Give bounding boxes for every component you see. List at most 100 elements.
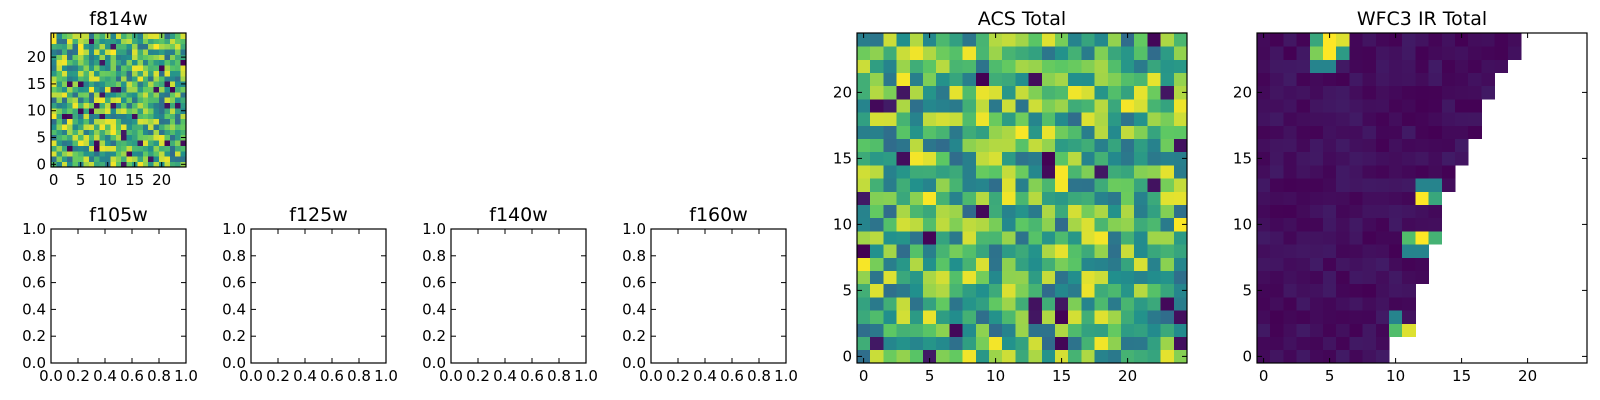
heatmap-cell	[896, 270, 911, 285]
heatmap-cell	[56, 70, 63, 77]
heatmap-cell	[1270, 125, 1284, 139]
heatmap-cell	[61, 134, 68, 141]
heatmap-cell	[56, 49, 63, 55]
heatmap-cell	[896, 138, 911, 153]
heatmap-cell	[164, 33, 171, 39]
heatmap-cell	[51, 113, 57, 120]
heatmap-cell	[1309, 72, 1324, 87]
heatmap-cell	[1323, 323, 1337, 337]
heatmap-cell	[56, 75, 63, 82]
y-tick-label: 10	[27, 102, 46, 120]
heatmap-cell	[1349, 151, 1363, 166]
heatmap-cell	[56, 134, 63, 141]
heatmap-cell	[1309, 191, 1324, 205]
heatmap-cell	[909, 204, 924, 219]
heatmap-cell	[1173, 323, 1188, 337]
heatmap-cell	[1055, 59, 1069, 73]
heatmap-cell	[1068, 297, 1082, 311]
axes-frame-wfc3_ir_total	[1256, 32, 1588, 364]
heatmap-cell	[1402, 99, 1416, 113]
heatmap-cell	[105, 124, 111, 130]
heatmap-cell	[110, 81, 117, 87]
heatmap-cell	[975, 72, 990, 87]
heatmap-cell	[962, 191, 977, 205]
heatmap-cell	[72, 54, 79, 61]
heatmap-cell	[61, 43, 68, 50]
heatmap-cell	[1455, 99, 1469, 113]
heatmap-cell	[175, 145, 181, 152]
heatmap-cell	[1160, 191, 1175, 205]
heatmap-cell	[94, 118, 100, 125]
heatmap-cell	[1015, 151, 1029, 166]
heatmap-cell	[1309, 217, 1324, 232]
heatmap-cell	[159, 75, 165, 82]
heatmap-cell	[132, 59, 138, 66]
heatmap-cell	[137, 156, 144, 163]
heatmap-cell	[56, 108, 63, 114]
heatmap-cell	[1468, 85, 1482, 100]
heatmap-cell	[1415, 151, 1429, 166]
heatmap-cell	[1323, 270, 1337, 285]
heatmap-cell	[1094, 336, 1109, 351]
heatmap-cell	[142, 129, 149, 136]
heatmap-cell	[153, 118, 160, 125]
heatmap-cell	[137, 108, 144, 114]
heatmap-cell	[99, 134, 106, 141]
heatmap-cell	[1415, 33, 1429, 47]
heatmap-cell	[1349, 85, 1363, 100]
heatmap-cell	[153, 81, 160, 87]
heatmap-cell	[1296, 336, 1311, 351]
heatmap-cell	[857, 112, 871, 126]
heatmap-cell	[1134, 323, 1148, 337]
x-tick-label: 5	[1325, 367, 1335, 385]
heatmap-cell	[175, 150, 181, 157]
heatmap-cell	[78, 75, 84, 82]
heatmap-cell	[1375, 85, 1390, 100]
heatmap-cell	[110, 150, 117, 157]
y-tick-label: 1.0	[622, 220, 646, 238]
heatmap-cell	[1309, 46, 1324, 60]
heatmap-cell	[115, 86, 122, 93]
heatmap-cell	[1309, 244, 1324, 258]
heatmap-cell	[56, 43, 63, 50]
heatmap-cell	[1323, 257, 1337, 271]
heatmap-cell	[1283, 85, 1297, 100]
heatmap-cell	[78, 129, 84, 136]
y-tick-label: 0.8	[22, 247, 46, 265]
heatmap-cell	[1002, 165, 1016, 179]
heatmap-cell	[962, 270, 977, 285]
heatmap-cell	[857, 33, 871, 47]
heatmap-cell	[180, 75, 187, 82]
heatmap-cell	[105, 81, 111, 87]
heatmap-cell	[1055, 310, 1069, 324]
heatmap-cell	[857, 217, 871, 232]
heatmap-cell	[94, 129, 100, 136]
heatmap-cell	[1121, 191, 1135, 205]
heatmap-cell	[1094, 125, 1109, 139]
heatmap-cell	[1173, 138, 1188, 153]
heatmap-cell	[56, 124, 63, 130]
heatmap-cell	[1336, 151, 1350, 166]
heatmap-cell	[1362, 125, 1377, 139]
heatmap-cell	[1494, 59, 1509, 73]
heatmap-cell	[1173, 283, 1188, 298]
heatmap-cell	[962, 297, 977, 311]
heatmap-cell	[1389, 244, 1403, 258]
y-tick-label: 0	[842, 347, 852, 365]
heatmap-cell	[949, 349, 963, 364]
heatmap-cell	[78, 70, 84, 77]
heatmap-cells-f814w	[51, 33, 187, 168]
heatmap-cell	[137, 129, 144, 136]
heatmap-cell	[180, 65, 187, 71]
heatmap-cell	[1389, 46, 1403, 60]
heatmap-cell	[169, 70, 176, 77]
heatmap-cell	[1283, 165, 1297, 179]
heatmap-cell	[132, 113, 138, 120]
heatmap-cell	[1402, 204, 1416, 219]
heatmap-cell	[67, 49, 73, 55]
heatmap-cell	[1389, 191, 1403, 205]
heatmap-cell	[1375, 59, 1390, 73]
heatmap-cell	[126, 59, 133, 66]
heatmap-cell	[909, 33, 924, 47]
heatmap-cell	[175, 75, 181, 82]
